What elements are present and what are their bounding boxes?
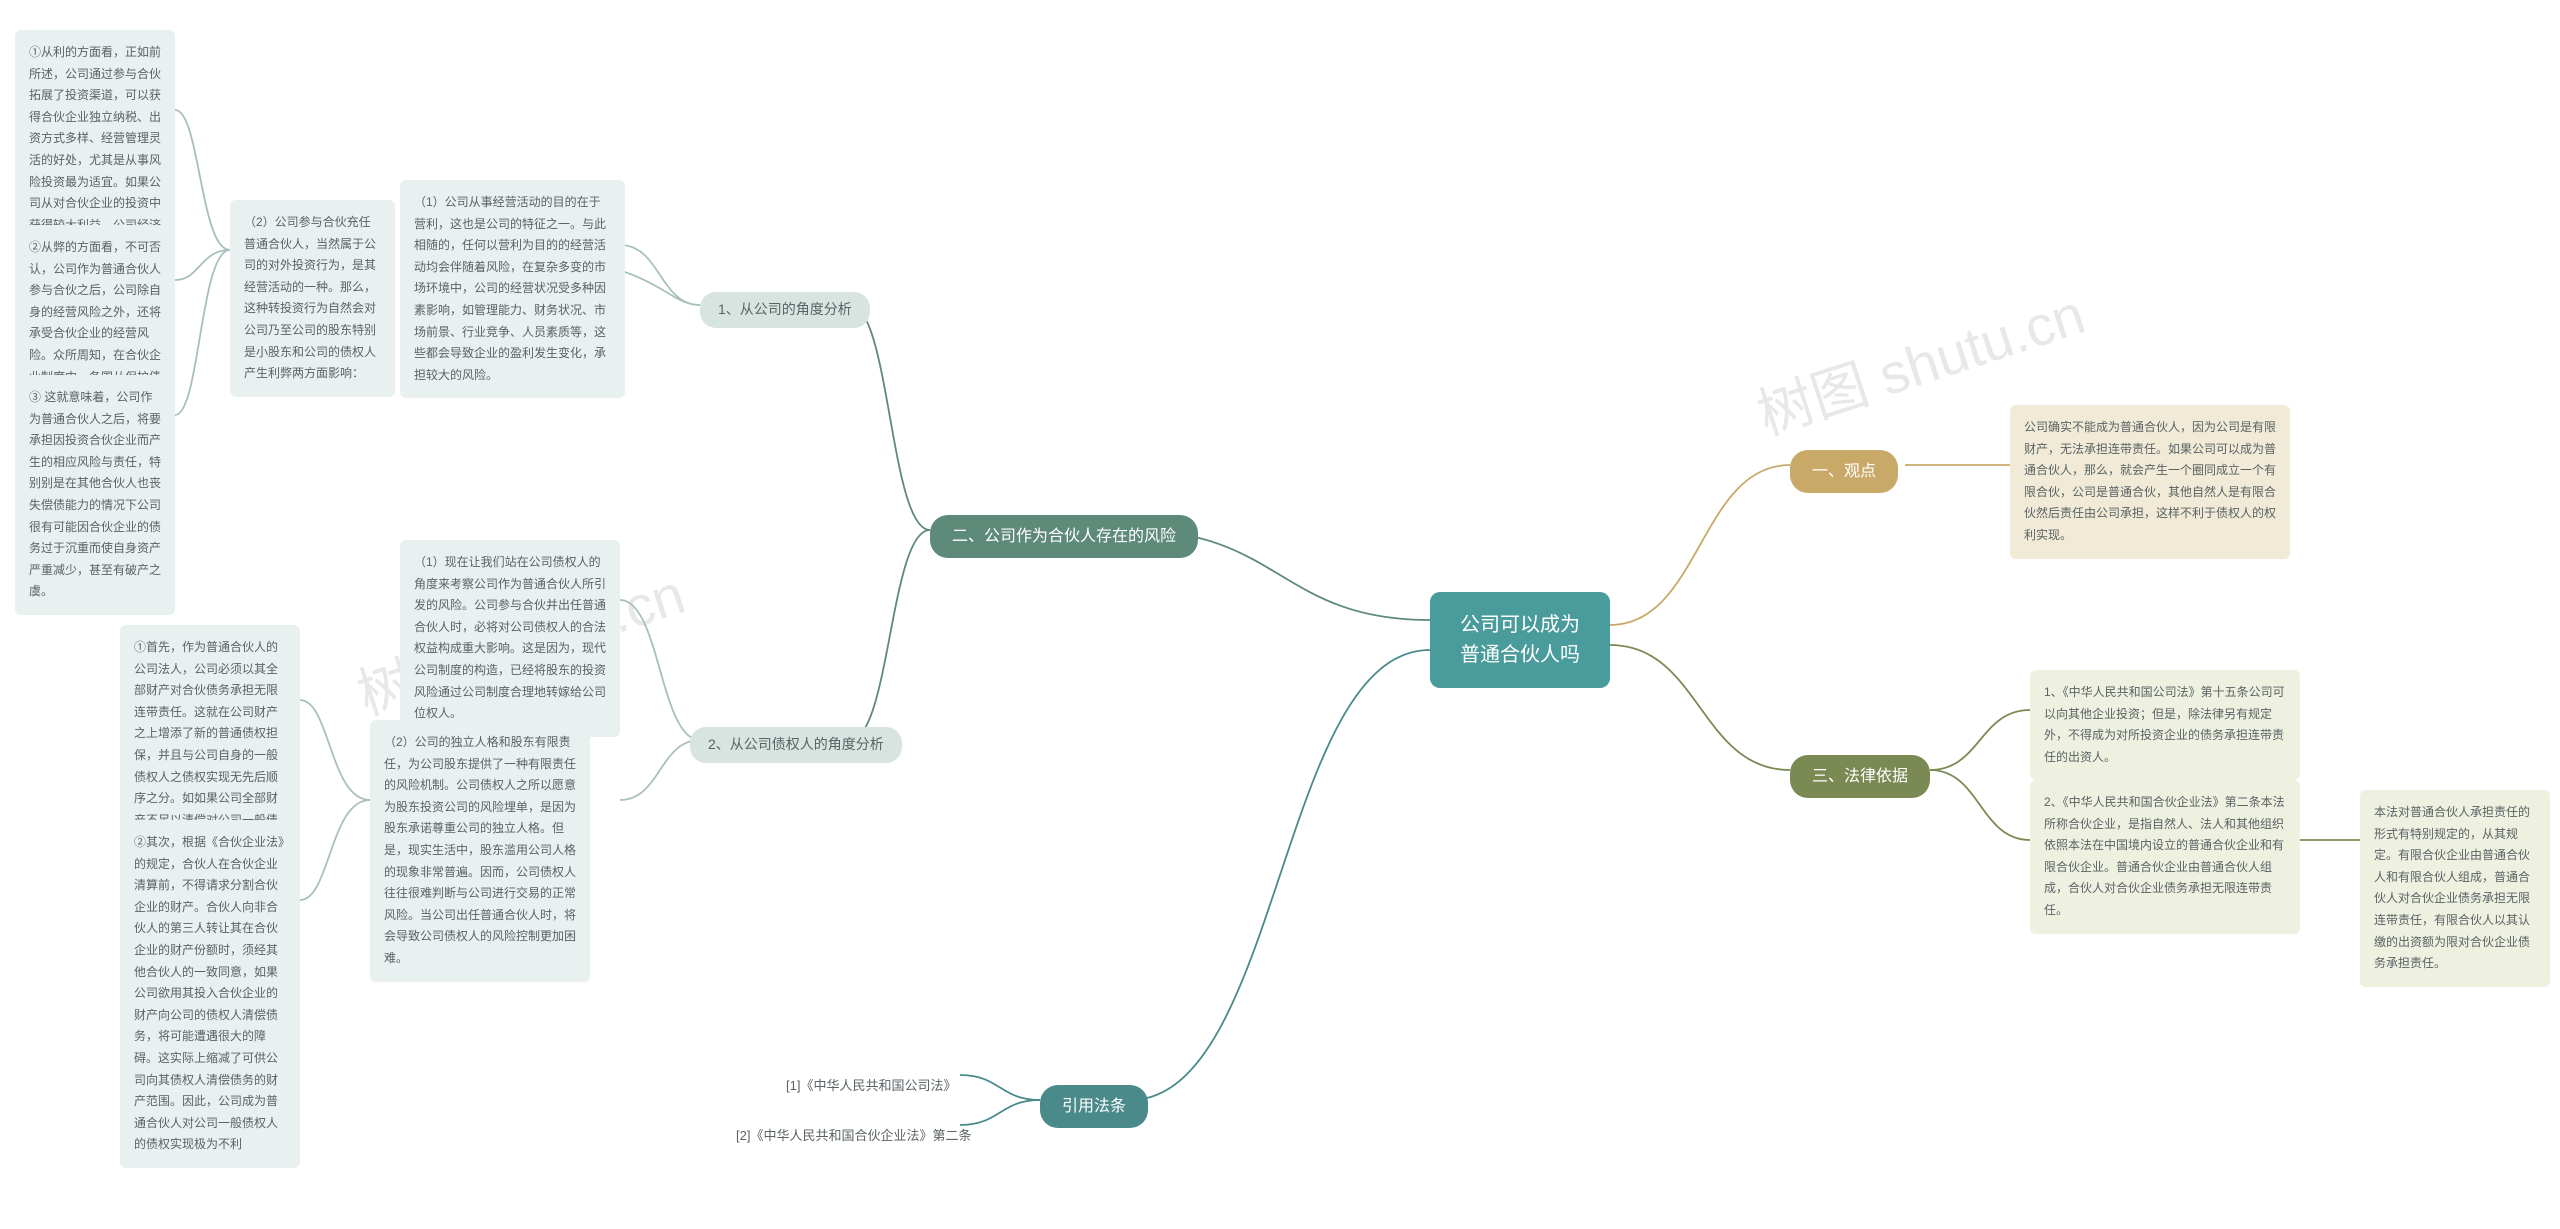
branch-viewpoint[interactable]: 一、观点 (1790, 450, 1898, 493)
leaf-s2-n2: （2）公司的独立人格和股东有限责任，为公司股东提供了一种有限责任的风险机制。公司… (370, 720, 590, 982)
leaf-legal-2-tail: 本法对普通合伙人承担责任的形式有特别规定的，从其规定。有限合伙企业由普通合伙人和… (2360, 790, 2550, 987)
leaf-s1-n1: （1）公司从事经营活动的目的在于营利，这也是公司的特征之一。与此相随的，任何以营… (400, 180, 625, 398)
leaf-s1-n2: （2）公司参与合伙充任普通合伙人，当然属于公司的对外投资行为，是其经营活动的一种… (230, 200, 395, 397)
leaf-s2-n1: （1）现在让我们站在公司债权人的角度来考察公司作为普通合伙人所引发的风险。公司参… (400, 540, 620, 737)
sub-label: 2、从公司债权人的角度分析 (708, 736, 884, 752)
edges (0, 0, 2560, 1229)
sub-company-angle[interactable]: 1、从公司的角度分析 (700, 292, 870, 328)
branch-label: 引用法条 (1062, 1098, 1126, 1115)
sub-creditor-angle[interactable]: 2、从公司债权人的角度分析 (690, 727, 902, 763)
root-label: 公司可以成为普通合伙人吗 (1460, 614, 1580, 666)
branch-risks[interactable]: 二、公司作为合伙人存在的风险 (930, 515, 1198, 558)
leaf-s2-n2-c2: ②其次，根据《合伙企业法》的规定，合伙人在合伙企业清算前，不得请求分割合伙企业的… (120, 820, 300, 1168)
branch-label: 三、法律依据 (1812, 768, 1908, 785)
leaf-viewpoint-text: 公司确实不能成为普通合伙人，因为公司是有限财产，无法承担连带责任。如果公司可以成… (2010, 405, 2290, 559)
citation-1: [1]《中华人民共和国公司法》 (770, 1065, 972, 1107)
branch-label: 一、观点 (1812, 463, 1876, 480)
root-node[interactable]: 公司可以成为普通合伙人吗 (1430, 592, 1610, 688)
branch-label: 二、公司作为合伙人存在的风险 (952, 528, 1176, 545)
leaf-legal-2: 2、《中华人民共和国合伙企业法》第二条本法所称合伙企业，是指自然人、法人和其他组… (2030, 780, 2300, 934)
branch-legal-basis[interactable]: 三、法律依据 (1790, 755, 1930, 798)
sub-label: 1、从公司的角度分析 (718, 301, 852, 317)
citation-2: [2]《中华人民共和国合伙企业法》第二条 (720, 1115, 987, 1157)
leaf-s1-n2-c3: ③ 这就意味着，公司作为普通合伙人之后，将要承担因投资合伙企业而产生的相应风险与… (15, 375, 175, 615)
branch-citations[interactable]: 引用法条 (1040, 1085, 1148, 1128)
leaf-legal-1: 1、《中华人民共和国公司法》第十五条公司可以向其他企业投资；但是，除法律另有规定… (2030, 670, 2300, 780)
